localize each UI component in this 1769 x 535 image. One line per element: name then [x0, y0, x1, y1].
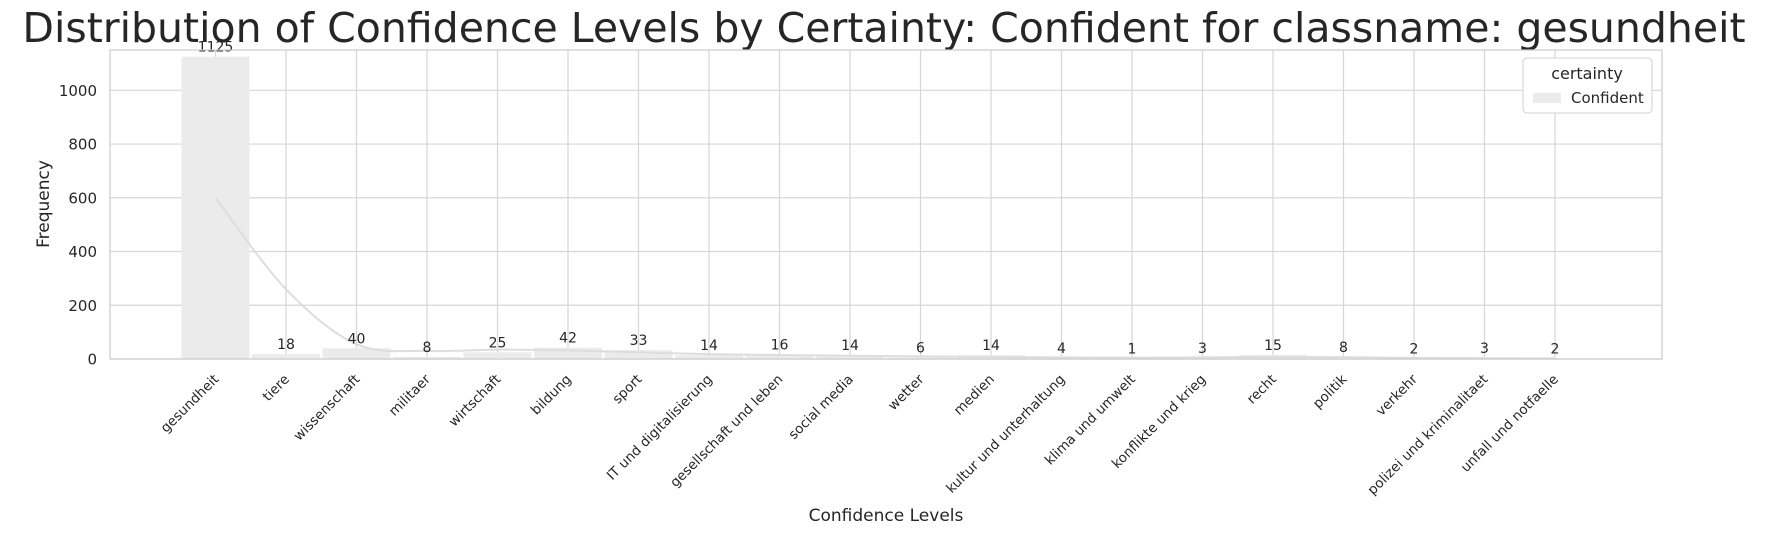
y-tick-label: 1000	[59, 82, 97, 100]
data-label: 42	[559, 331, 577, 347]
y-tick-label: 600	[68, 189, 97, 207]
bars	[181, 56, 1589, 359]
x-tick-label: sport	[609, 372, 645, 408]
x-tick-label: wetter	[885, 371, 928, 414]
kde-curve	[214, 197, 1556, 360]
grid	[110, 50, 1662, 360]
x-tick-label: verkehr	[1373, 371, 1421, 419]
bar	[675, 355, 743, 359]
bar	[886, 357, 955, 359]
y-axis-ticks: 0 200 400 600 800 1000	[59, 82, 97, 369]
plot-frame	[109, 49, 1663, 360]
y-tick-label: 400	[68, 243, 97, 261]
y-tick-label: 200	[68, 297, 97, 315]
data-labels: 1125 18 40 8 25 42 33 14 16 14 6 14 4 1 3 15 8 2 3 2	[198, 40, 1560, 358]
data-label: 14	[700, 338, 718, 354]
data-label: 16	[771, 338, 789, 354]
legend: certainty Confident	[1522, 57, 1653, 114]
legend-title: certainty	[1551, 64, 1623, 83]
x-tick-label: kultur und unterhaltung	[943, 372, 1068, 497]
y-tick-label: 800	[68, 136, 97, 154]
bar	[393, 356, 461, 359]
x-tick-label: wirtschaft	[446, 372, 505, 431]
data-label: 18	[277, 337, 295, 353]
x-tick-label: polizei und kriminalitaet	[1365, 372, 1492, 499]
data-label: 1125	[198, 40, 234, 56]
bar	[463, 352, 532, 359]
x-tick-label: medien	[951, 372, 998, 419]
data-label: 8	[423, 340, 432, 356]
bar	[816, 355, 884, 359]
data-label: 25	[489, 335, 507, 351]
legend-swatch	[1533, 93, 1561, 103]
kde-line	[214, 197, 1556, 360]
x-tick-label: bildung	[528, 372, 575, 419]
bar	[534, 347, 602, 359]
data-label: 14	[841, 338, 859, 354]
bar	[322, 348, 391, 359]
data-label: 15	[1264, 338, 1282, 354]
bar	[252, 354, 320, 359]
x-tick-label: militaer	[386, 371, 434, 419]
x-tick-label: wissenschaft	[291, 372, 364, 445]
data-label: 3	[1198, 341, 1207, 357]
x-axis-label: Confidence Levels	[809, 506, 964, 526]
data-label: 8	[1339, 340, 1348, 356]
bar	[604, 350, 673, 359]
y-tick-label: 0	[87, 351, 97, 369]
y-axis-label: Frequency	[34, 160, 54, 248]
data-label: 6	[916, 340, 925, 356]
data-label: 2	[1410, 341, 1419, 357]
legend-entry: Confident	[1571, 89, 1644, 107]
data-label: 3	[1480, 341, 1489, 357]
data-label: 4	[1057, 341, 1066, 357]
bar	[745, 354, 814, 359]
x-tick-label: gesundheit	[158, 372, 223, 437]
x-tick-label: gesellschaft und leben	[667, 372, 786, 491]
chart-title: Distribution of Confidence Levels by Cer…	[22, 4, 1745, 52]
data-label: 1	[1128, 342, 1137, 358]
x-tick-label: tiere	[260, 372, 293, 405]
bar	[181, 56, 250, 359]
data-label: 2	[1551, 341, 1560, 357]
x-tick-label: recht	[1244, 372, 1280, 408]
x-tick-label: social media	[786, 372, 857, 443]
data-label: 14	[982, 338, 1000, 354]
data-label: 40	[348, 331, 366, 347]
data-label: 33	[630, 333, 648, 349]
x-tick-label: politik	[1310, 371, 1351, 412]
